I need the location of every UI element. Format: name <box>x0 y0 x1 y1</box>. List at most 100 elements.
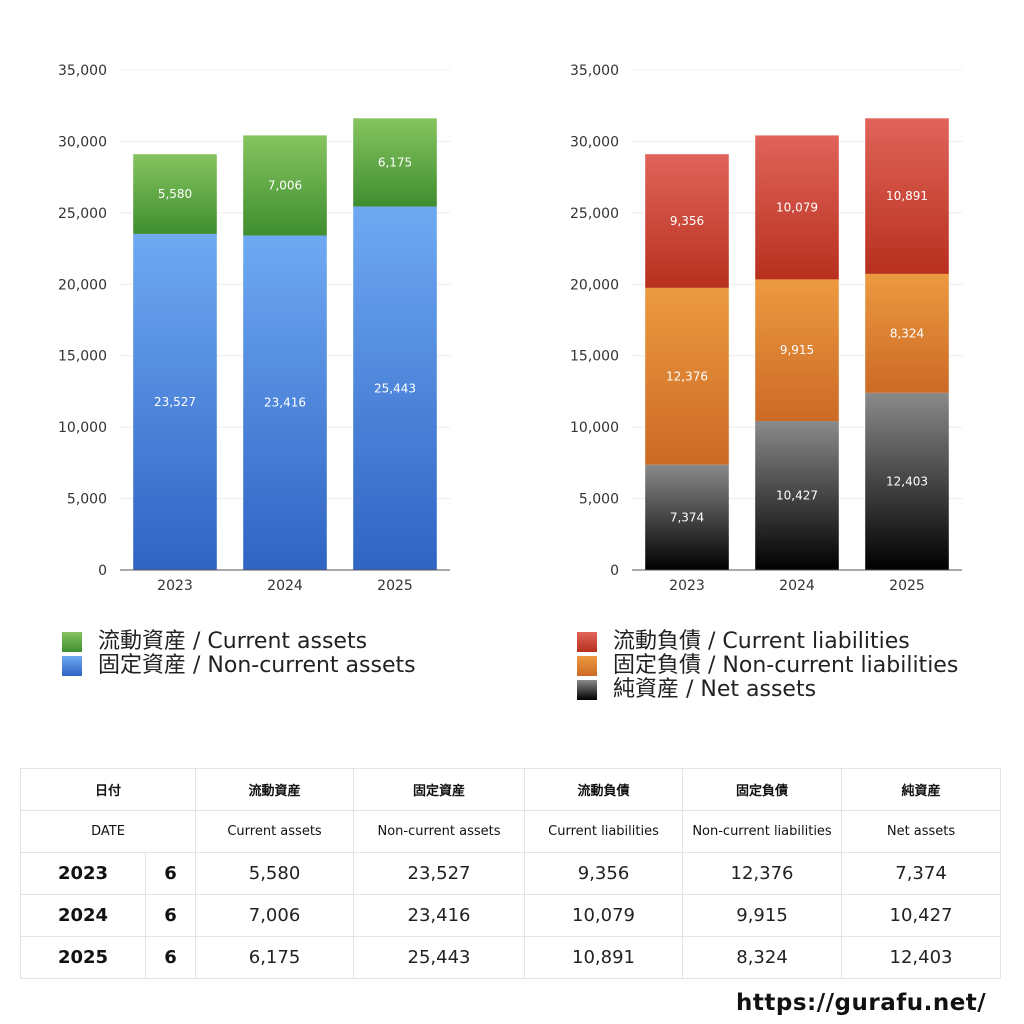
th-noncurrent-liabilities-jp: 固定負債 <box>682 768 843 811</box>
bar-non-current-assets-2025 <box>353 206 437 570</box>
legend-swatch-noncurrent-liabilities <box>577 656 597 676</box>
cell-current-assets: 6,175 <box>195 936 355 979</box>
bar-current-liabilities-2025 <box>865 118 949 274</box>
cell-month: 6 <box>144 852 197 895</box>
data-label: 9,356 <box>670 214 704 228</box>
y-tick-label: 5,000 <box>67 492 107 508</box>
x-tick-label: 2023 <box>157 578 193 594</box>
y-tick-label: 20,000 <box>570 277 619 293</box>
cell-month: 6 <box>144 936 197 979</box>
data-label: 6,175 <box>378 155 412 169</box>
bar-non-current-liabilities-2025 <box>865 273 949 393</box>
data-label: 7,374 <box>670 510 704 524</box>
cell-noncurrent-liabilities: 12,376 <box>682 852 843 895</box>
legend-swatch-noncurrent-assets <box>62 656 82 676</box>
legend-label-noncurrent-liabilities: 固定負債 / Non-current liabilities <box>613 653 959 678</box>
y-tick-label: 15,000 <box>58 349 107 365</box>
y-tick-label: 30,000 <box>570 134 619 150</box>
y-tick-label: 25,000 <box>570 206 619 222</box>
data-label: 12,376 <box>666 369 708 383</box>
assets-chart: 0 5,000 10,000 15,000 20,000 25,000 30,000 35,0… <box>58 63 450 594</box>
data-label: 10,427 <box>776 489 818 503</box>
y-tick-label: 20,000 <box>58 277 107 293</box>
cell-noncurrent-liabilities: 8,324 <box>682 936 843 979</box>
th-current-liabilities-en: Current liabilities <box>524 810 684 853</box>
bar-non-current-liabilities-2024 <box>755 279 839 422</box>
x-tick-label: 2024 <box>267 578 303 594</box>
cell-year: 2024 <box>20 894 146 937</box>
data-label: 10,079 <box>776 200 818 214</box>
bar-non-current-assets-2023 <box>133 233 217 570</box>
data-label: 8,324 <box>890 326 924 340</box>
th-noncurrent-assets-en: Non-current assets <box>353 810 526 853</box>
cell-noncurrent-liabilities: 9,915 <box>682 894 843 937</box>
th-noncurrent-assets-jp: 固定資産 <box>353 768 526 811</box>
cell-noncurrent-assets: 25,443 <box>353 936 526 979</box>
bar-net-assets-2023 <box>645 464 729 570</box>
th-date-jp: 日付 <box>19 768 197 811</box>
legend-item-current-liabilities: 流動負債 / Current liabilities <box>577 630 958 654</box>
cell-year: 2025 <box>20 936 146 979</box>
table-row: 2023 6 5,580 23,527 9,356 12,376 7,374 <box>20 852 1002 895</box>
th-noncurrent-liabilities-en: Non-current liabilities <box>682 810 843 853</box>
th-net-assets-jp: 純資産 <box>841 768 1002 811</box>
data-label: 9,915 <box>780 343 814 357</box>
cell-current-assets: 7,006 <box>195 894 355 937</box>
th-net-assets-en: Net assets <box>841 810 1002 853</box>
y-tick-label: 35,000 <box>570 63 619 79</box>
legend-item-noncurrent-liabilities: 固定負債 / Non-current liabilities <box>577 654 958 678</box>
x-tick-label: 2023 <box>669 578 705 594</box>
data-label: 23,527 <box>154 395 196 409</box>
x-tick-label: 2024 <box>779 578 815 594</box>
legend-swatch-current-liabilities <box>577 632 597 652</box>
bar-current-assets-2024 <box>243 135 327 236</box>
th-date-en: DATE <box>19 810 197 853</box>
bar-current-liabilities-2024 <box>755 135 839 280</box>
y-tick-label: 15,000 <box>570 349 619 365</box>
legend-swatch-current-assets <box>62 632 82 652</box>
th-current-assets-en: Current assets <box>195 810 355 853</box>
legend-label-current-liabilities: 流動負債 / Current liabilities <box>613 629 910 654</box>
legend-item-noncurrent-assets: 固定資産 / Non-current assets <box>62 654 416 678</box>
y-tick-label: 10,000 <box>570 420 619 436</box>
table-header-row-jp: 日付 流動資産 固定資産 流動負債 固定負債 純資産 <box>19 768 1002 811</box>
th-current-assets-jp: 流動資産 <box>195 768 355 811</box>
y-tick-label: 25,000 <box>58 206 107 222</box>
data-label: 23,416 <box>264 396 306 410</box>
bar-non-current-liabilities-2023 <box>645 287 729 465</box>
cell-year: 2023 <box>20 852 146 895</box>
bar-current-liabilities-2023 <box>645 154 729 288</box>
cell-current-liabilities: 10,891 <box>524 936 684 979</box>
cell-current-assets: 5,580 <box>195 852 355 895</box>
cell-month: 6 <box>144 894 197 937</box>
cell-net-assets: 10,427 <box>841 894 1002 937</box>
y-tick-label: 10,000 <box>58 420 107 436</box>
cell-noncurrent-assets: 23,527 <box>353 852 526 895</box>
y-tick-label: 0 <box>98 563 107 579</box>
bar-non-current-assets-2024 <box>243 235 327 570</box>
data-label: 5,580 <box>158 187 192 201</box>
y-tick-label: 35,000 <box>58 63 107 79</box>
cell-net-assets: 12,403 <box>841 936 1002 979</box>
cell-current-liabilities: 9,356 <box>524 852 684 895</box>
assets-legend: 流動資産 / Current assets 固定資産 / Non-current… <box>62 630 416 678</box>
th-current-liabilities-jp: 流動負債 <box>524 768 684 811</box>
table-row: 2024 6 7,006 23,416 10,079 9,915 10,427 <box>20 894 1002 937</box>
legend-item-net-assets: 純資産 / Net assets <box>577 678 958 702</box>
bar-current-assets-2025 <box>353 118 437 207</box>
bar-net-assets-2024 <box>755 421 839 570</box>
table-row: 2025 6 6,175 25,443 10,891 8,324 12,403 <box>20 936 1002 979</box>
cell-net-assets: 7,374 <box>841 852 1002 895</box>
legend-label-net-assets: 純資産 / Net assets <box>613 677 817 702</box>
legend-label-noncurrent-assets: 固定資産 / Non-current assets <box>98 653 416 678</box>
liabilities-net-assets-chart: 0 5,000 10,000 15,000 20,000 25,000 30,000 35,0… <box>570 63 962 594</box>
cell-noncurrent-assets: 23,416 <box>353 894 526 937</box>
legend-item-current-assets: 流動資産 / Current assets <box>62 630 416 654</box>
legend-label-current-assets: 流動資産 / Current assets <box>98 629 368 654</box>
data-label: 25,443 <box>374 381 416 395</box>
cell-current-liabilities: 10,079 <box>524 894 684 937</box>
source-url[interactable]: https://gurafu.net/ <box>736 990 987 1016</box>
liabilities-legend: 流動負債 / Current liabilities 固定負債 / Non-cu… <box>577 630 958 702</box>
data-label: 12,403 <box>886 474 928 488</box>
legend-swatch-net-assets <box>577 680 597 700</box>
